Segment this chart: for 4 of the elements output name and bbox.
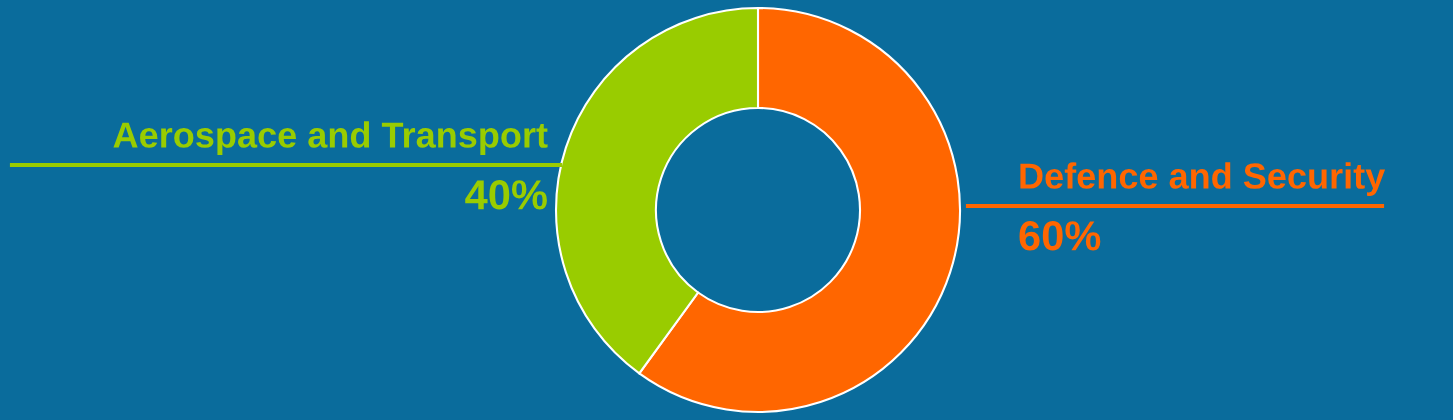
slice-label: Aerospace and Transport (113, 121, 548, 155)
slice-label: Defence and Security (1020, 162, 1386, 196)
data-label: 40% (465, 180, 547, 210)
data-label: 60% (1019, 221, 1101, 251)
